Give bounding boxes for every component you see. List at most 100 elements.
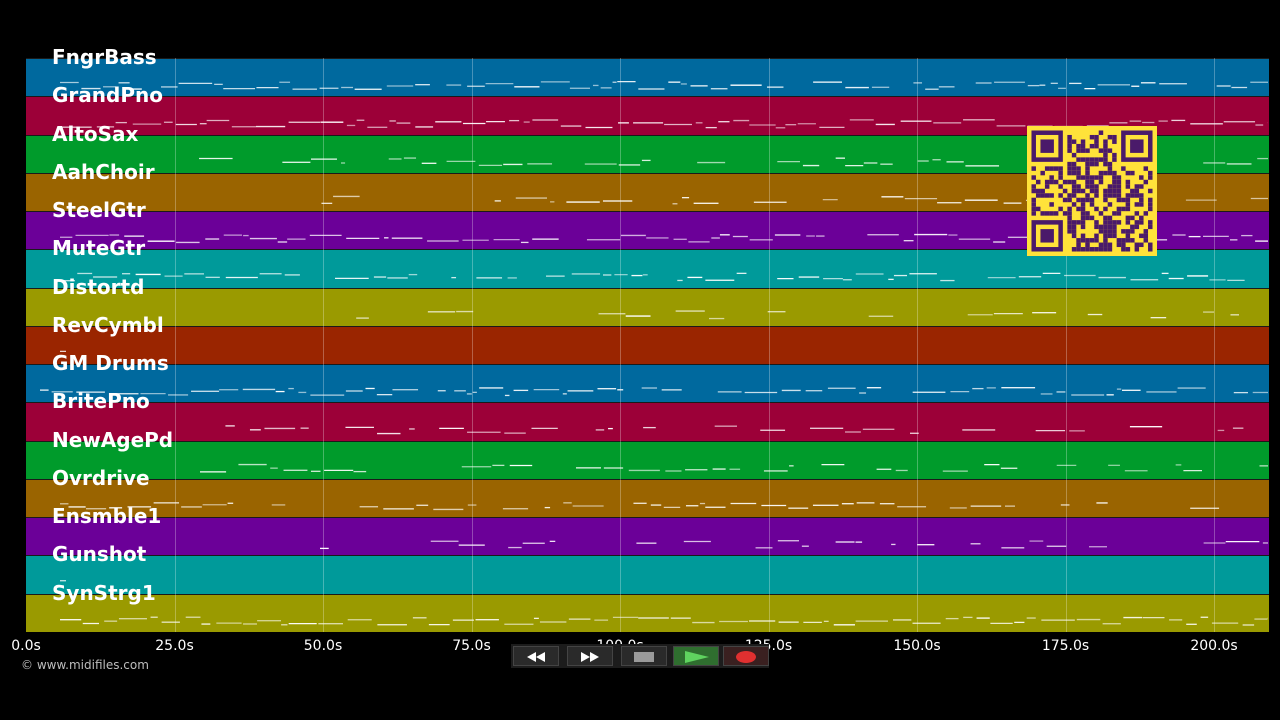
qr-module bbox=[1071, 170, 1077, 176]
qr-module bbox=[1089, 179, 1095, 185]
qr-module bbox=[1080, 238, 1086, 243]
qr-module bbox=[1139, 184, 1144, 189]
qr-module bbox=[1143, 233, 1149, 239]
qr-module bbox=[1071, 161, 1077, 167]
qr-module bbox=[1049, 211, 1054, 216]
qr-module bbox=[1089, 202, 1095, 207]
qr-module bbox=[1107, 247, 1113, 252]
qr-module bbox=[1112, 134, 1117, 140]
qr-module bbox=[1085, 215, 1090, 221]
qr-module bbox=[1134, 211, 1140, 216]
qr-module bbox=[1125, 233, 1131, 239]
qr-module bbox=[1121, 197, 1126, 203]
track-label: GrandPno bbox=[52, 83, 163, 108]
qr-module bbox=[1085, 247, 1090, 252]
qr-module bbox=[1148, 247, 1153, 252]
qr-module bbox=[1085, 211, 1090, 216]
qr-module bbox=[1049, 193, 1054, 198]
qr-module bbox=[1071, 224, 1077, 230]
qr-module bbox=[1076, 197, 1081, 203]
grid-line bbox=[471, 58, 473, 632]
copyright-text: © www.midifiles.com bbox=[21, 658, 149, 672]
qr-module bbox=[1035, 179, 1041, 185]
qr-module bbox=[1031, 184, 1036, 189]
track-row bbox=[26, 440, 1269, 479]
record-button[interactable] bbox=[723, 646, 769, 666]
qr-module bbox=[1031, 211, 1036, 216]
tick-label: 175.0s bbox=[1041, 638, 1090, 654]
qr-module bbox=[1103, 143, 1108, 149]
qr-module bbox=[1080, 197, 1086, 203]
qr-module bbox=[1125, 179, 1131, 185]
qr-module bbox=[1116, 184, 1122, 189]
qr-module bbox=[1071, 229, 1077, 234]
qr-module bbox=[1067, 161, 1072, 167]
rewind-button[interactable] bbox=[513, 646, 559, 666]
qr-module bbox=[1098, 247, 1104, 252]
qr-module bbox=[1112, 224, 1117, 230]
track-row bbox=[26, 593, 1269, 632]
qr-module bbox=[1076, 238, 1081, 243]
qr-module bbox=[1134, 220, 1140, 225]
qr-module bbox=[1112, 233, 1117, 239]
rewind-icon bbox=[527, 652, 545, 662]
qr-module bbox=[1062, 188, 1068, 194]
qr-module bbox=[1058, 193, 1063, 198]
qr-module bbox=[1112, 170, 1117, 176]
qr-module bbox=[1031, 197, 1036, 203]
transport-controls bbox=[511, 644, 769, 668]
qr-module bbox=[1098, 229, 1104, 234]
grid-line bbox=[768, 58, 770, 632]
qr-module bbox=[1148, 224, 1153, 230]
qr-module bbox=[1067, 211, 1072, 216]
qr-module bbox=[1130, 170, 1135, 176]
qr-module bbox=[1125, 238, 1131, 243]
qr-module bbox=[1035, 193, 1041, 198]
qr-module bbox=[1031, 175, 1036, 180]
qr-module bbox=[1067, 215, 1072, 221]
stop-button[interactable] bbox=[621, 646, 667, 666]
qr-module bbox=[1094, 247, 1099, 252]
qr-module bbox=[1139, 215, 1144, 221]
fast-forward-button[interactable] bbox=[567, 646, 613, 666]
qr-module bbox=[1107, 242, 1113, 248]
qr-module bbox=[1089, 161, 1095, 167]
qr-module bbox=[1071, 166, 1077, 171]
qr-module bbox=[1071, 139, 1077, 144]
qr-module bbox=[1085, 238, 1090, 243]
qr-module bbox=[1130, 193, 1135, 198]
qr-module bbox=[1121, 206, 1126, 212]
qr-module bbox=[1130, 188, 1135, 194]
qr-module bbox=[1067, 197, 1072, 203]
qr-module bbox=[1139, 193, 1144, 198]
qr-module bbox=[1094, 139, 1099, 144]
qr-module bbox=[1143, 166, 1149, 171]
track-label: SteelGtr bbox=[52, 198, 146, 222]
qr-module bbox=[1098, 148, 1104, 153]
qr-module bbox=[1089, 238, 1095, 243]
qr-module bbox=[1080, 175, 1086, 180]
qr-module bbox=[1121, 238, 1126, 243]
play-button[interactable] bbox=[673, 646, 719, 666]
qr-module bbox=[1080, 157, 1086, 162]
track-label: AltoSax bbox=[52, 121, 139, 146]
qr-module bbox=[1107, 202, 1113, 207]
qr-module bbox=[1098, 224, 1104, 230]
qr-module bbox=[1094, 206, 1099, 212]
qr-module bbox=[1139, 233, 1144, 239]
qr-module bbox=[1080, 220, 1086, 225]
qr-module bbox=[1148, 175, 1153, 180]
qr-module bbox=[1125, 170, 1131, 176]
qr-module bbox=[1125, 202, 1131, 207]
track-row bbox=[26, 517, 1269, 556]
qr-module bbox=[1076, 166, 1081, 171]
qr-module bbox=[1053, 166, 1059, 171]
qr-module bbox=[1067, 134, 1072, 140]
qr-module bbox=[1103, 197, 1108, 203]
qr-module bbox=[1121, 247, 1126, 252]
qr-module bbox=[1076, 175, 1081, 180]
qr-module bbox=[1139, 175, 1144, 180]
tick-label: 150.0s bbox=[893, 638, 941, 654]
qr-module bbox=[1143, 229, 1149, 234]
qr-module bbox=[1085, 157, 1090, 162]
